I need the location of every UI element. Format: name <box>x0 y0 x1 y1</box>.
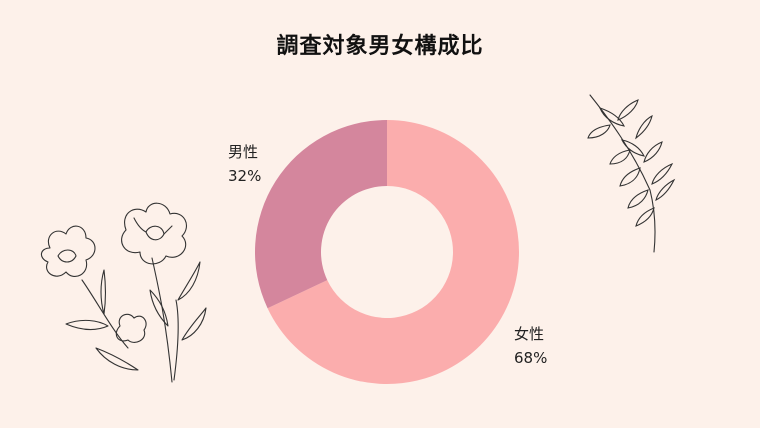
slice-label-female: 女性 68% <box>514 322 547 370</box>
donut-slice-female <box>267 120 519 385</box>
slice-value-female: 68% <box>514 349 548 367</box>
slice-name-male: 男性 <box>228 143 259 161</box>
slice-value-male: 32% <box>228 167 262 185</box>
slice-name-female: 女性 <box>514 325 545 343</box>
flower-line-art <box>40 202 207 383</box>
slice-label-male: 男性 32% <box>228 140 261 188</box>
donut-slice-male <box>255 120 387 309</box>
leaf-branch-line-art <box>587 94 676 253</box>
chart-title: 調査対象男女構成比 <box>276 34 484 59</box>
